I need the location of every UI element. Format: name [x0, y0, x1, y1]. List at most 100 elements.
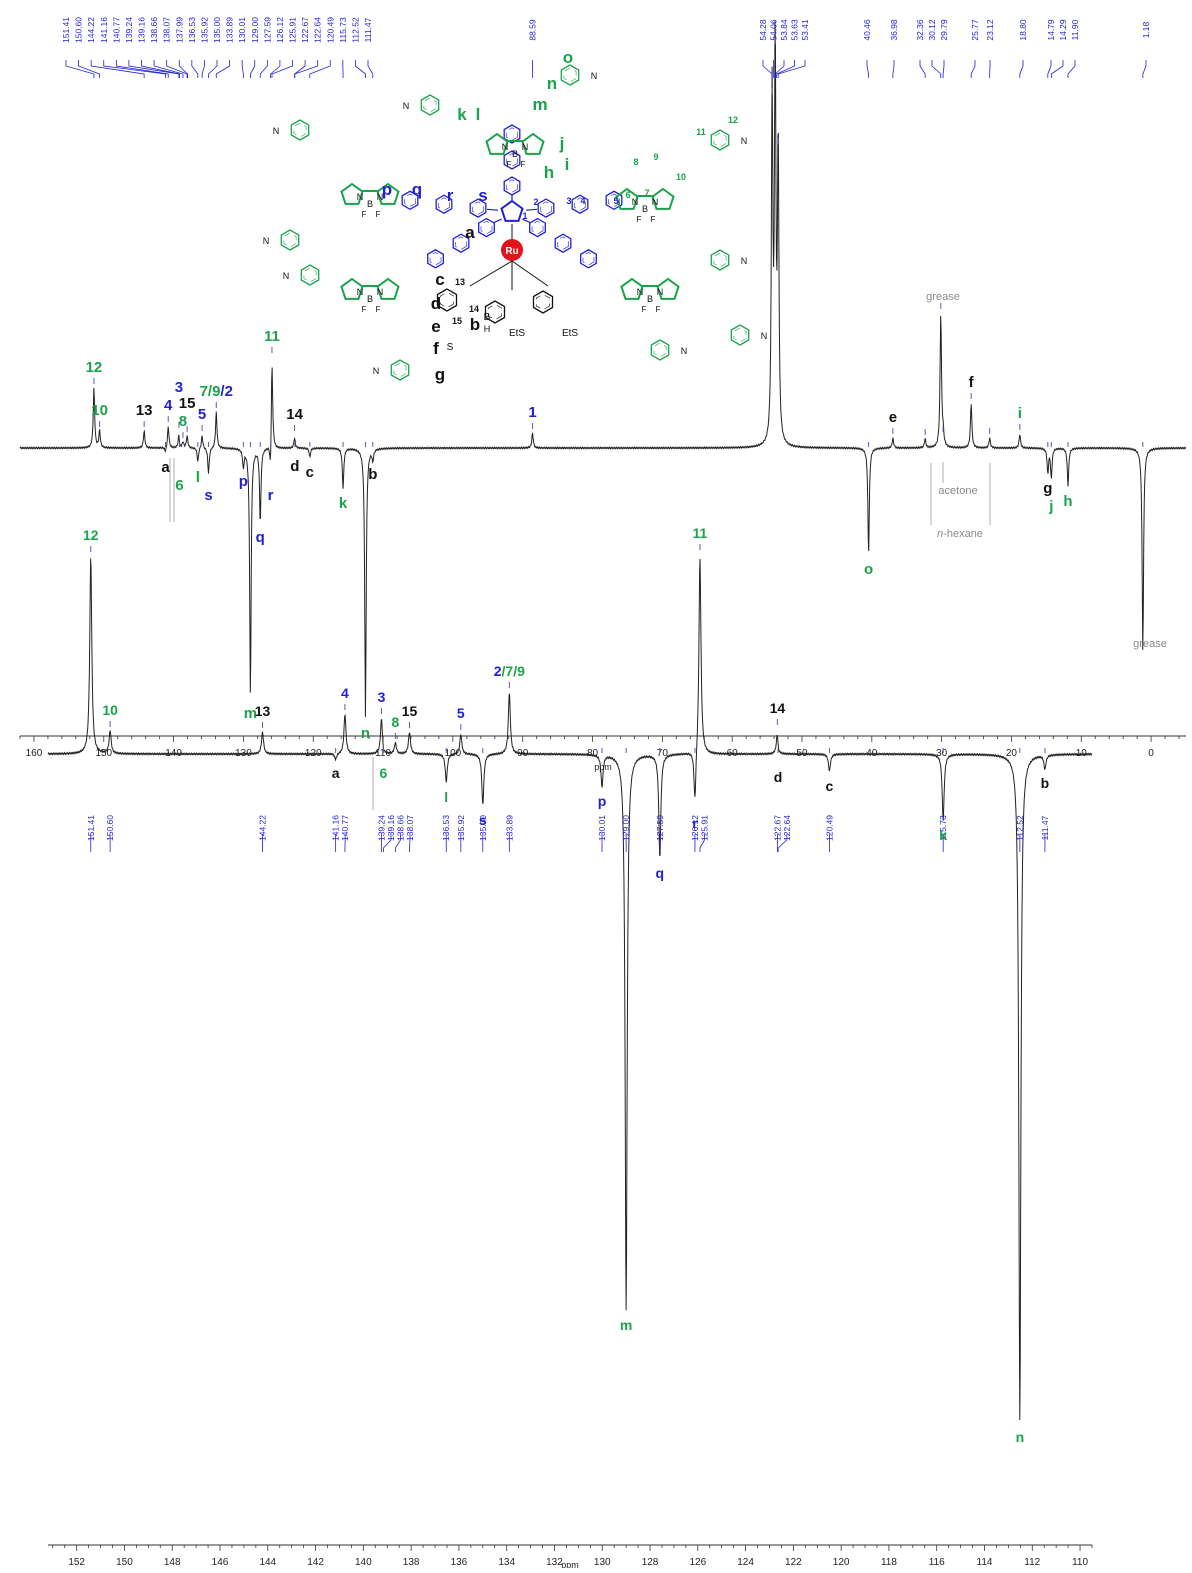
arm-bond — [487, 209, 498, 210]
x-tick-label: 142 — [307, 1557, 324, 1568]
peak-list-connector — [310, 60, 330, 78]
peak-list-value: 30.12 — [927, 19, 937, 41]
peak-label: 12 — [86, 359, 103, 376]
atom-N: N — [681, 346, 688, 356]
x-tick-label: 146 — [212, 1557, 229, 1568]
peak-list-value: 133.89 — [225, 17, 235, 43]
peak-list-connector — [216, 60, 229, 78]
structure-label: o — [563, 48, 573, 67]
peak-label: q — [256, 529, 265, 546]
peak-label: e — [889, 409, 897, 426]
structure-label: 11 — [696, 127, 706, 137]
ring-aromatic-inner — [541, 202, 552, 215]
x-tick-label: 122 — [785, 1557, 802, 1568]
structure-label: 12 — [728, 115, 738, 125]
atom-B: B — [367, 294, 373, 304]
atom-F: F — [362, 305, 367, 314]
peak-list-connector — [971, 60, 975, 78]
peak-list-value: 150.60 — [74, 17, 84, 43]
peak-label: j — [1048, 498, 1053, 515]
spectrum-trace — [48, 558, 1092, 1420]
peak-label: d — [774, 769, 783, 785]
peak-label: 13 — [136, 402, 153, 419]
atom-S: S — [447, 342, 454, 353]
ring-aromatic-inner — [284, 233, 296, 247]
peak-label: 15 — [179, 395, 196, 412]
peak-list-value: 130.01 — [237, 17, 247, 43]
structure-label: p — [382, 180, 392, 199]
x-tick-label: 124 — [737, 1557, 754, 1568]
structure-label: 2 — [533, 197, 538, 207]
atom-B: B — [512, 149, 518, 159]
peak-list-value: 1.18 — [1141, 21, 1151, 38]
peak-list-value: 23.12 — [985, 19, 995, 41]
ring-aromatic-inner — [734, 328, 746, 342]
ring-aromatic-inner — [430, 253, 441, 266]
structure-label: j — [559, 134, 565, 153]
peak-list-connector — [295, 60, 305, 78]
structure-label: 3 — [566, 196, 571, 206]
structure-label: e — [431, 317, 440, 336]
atom-N: N — [652, 197, 659, 207]
peak-label: 14 — [286, 406, 303, 423]
ring-aromatic-inner — [507, 128, 518, 141]
atom-F: F — [362, 210, 367, 219]
x-tick-label: 148 — [164, 1557, 181, 1568]
ring-aromatic-inner — [714, 253, 726, 267]
solvent-annotation: n-hexane — [937, 528, 983, 540]
peak-list-value: 127.59 — [262, 17, 272, 43]
peak-label: h — [1063, 493, 1072, 510]
peak-label: r — [692, 815, 698, 831]
peak-list-value: 36.98 — [889, 19, 899, 41]
peak-list-connector — [1051, 60, 1063, 78]
peak-label: 10 — [102, 702, 118, 718]
x-tick-label: 126 — [689, 1557, 706, 1568]
atom-F: F — [376, 210, 381, 219]
ring-aromatic-inner — [558, 237, 569, 250]
peak-list-value: 140.77 — [111, 17, 121, 43]
peak-label: f — [969, 374, 975, 391]
peak-label: k — [939, 827, 947, 843]
peak-label: r — [268, 487, 274, 504]
peak-label: s — [204, 487, 212, 504]
x-axis-label: ppm — [561, 1560, 579, 1568]
peak-label: a — [161, 459, 170, 476]
atom-F: F — [642, 305, 647, 314]
x-tick-label: 138 — [403, 1557, 420, 1568]
peak-label: 12 — [83, 527, 99, 543]
peak-list-value: 14.79 — [1046, 19, 1056, 41]
annotation-rest: -hexane — [943, 528, 983, 540]
peak-list-connector — [763, 60, 772, 78]
peak-label: b — [368, 466, 377, 483]
peak-list-value: 29.79 — [939, 19, 949, 41]
peak-list-connector — [1143, 60, 1146, 78]
solvent-annotation: grease — [1133, 638, 1167, 650]
structure-label: 14 — [469, 304, 479, 314]
peak-list-connector — [920, 60, 925, 78]
peak-label: o — [864, 561, 873, 578]
atom-N: N — [273, 126, 280, 136]
peak-list-connector — [777, 60, 795, 78]
peak-label: b — [1041, 775, 1050, 791]
structure-label: c — [435, 270, 444, 289]
atom-N: N — [741, 136, 748, 146]
structure-label: 10 — [676, 172, 686, 182]
structure-label: k — [457, 105, 467, 124]
x-tick-label: 130 — [594, 1557, 611, 1568]
peak-list-value: 137.99 — [174, 17, 184, 43]
ring-aromatic-inner — [654, 343, 666, 357]
peak-list-connector — [778, 60, 805, 78]
peak-list-connector — [250, 60, 254, 78]
x-tick-label: 144 — [259, 1557, 276, 1568]
atom-N: N — [502, 142, 509, 152]
ruthenium-label: Ru — [505, 246, 518, 257]
structure-label: 8 — [633, 157, 638, 167]
ring-aromatic-inner — [583, 253, 594, 266]
x-tick-label: 140 — [355, 1557, 372, 1568]
peak-list-value: 11.90 — [1070, 19, 1080, 40]
peak-list-value: 14.29 — [1058, 19, 1068, 41]
peak-list-value: 138.07 — [162, 17, 172, 43]
peak-label: 6 — [175, 477, 183, 494]
